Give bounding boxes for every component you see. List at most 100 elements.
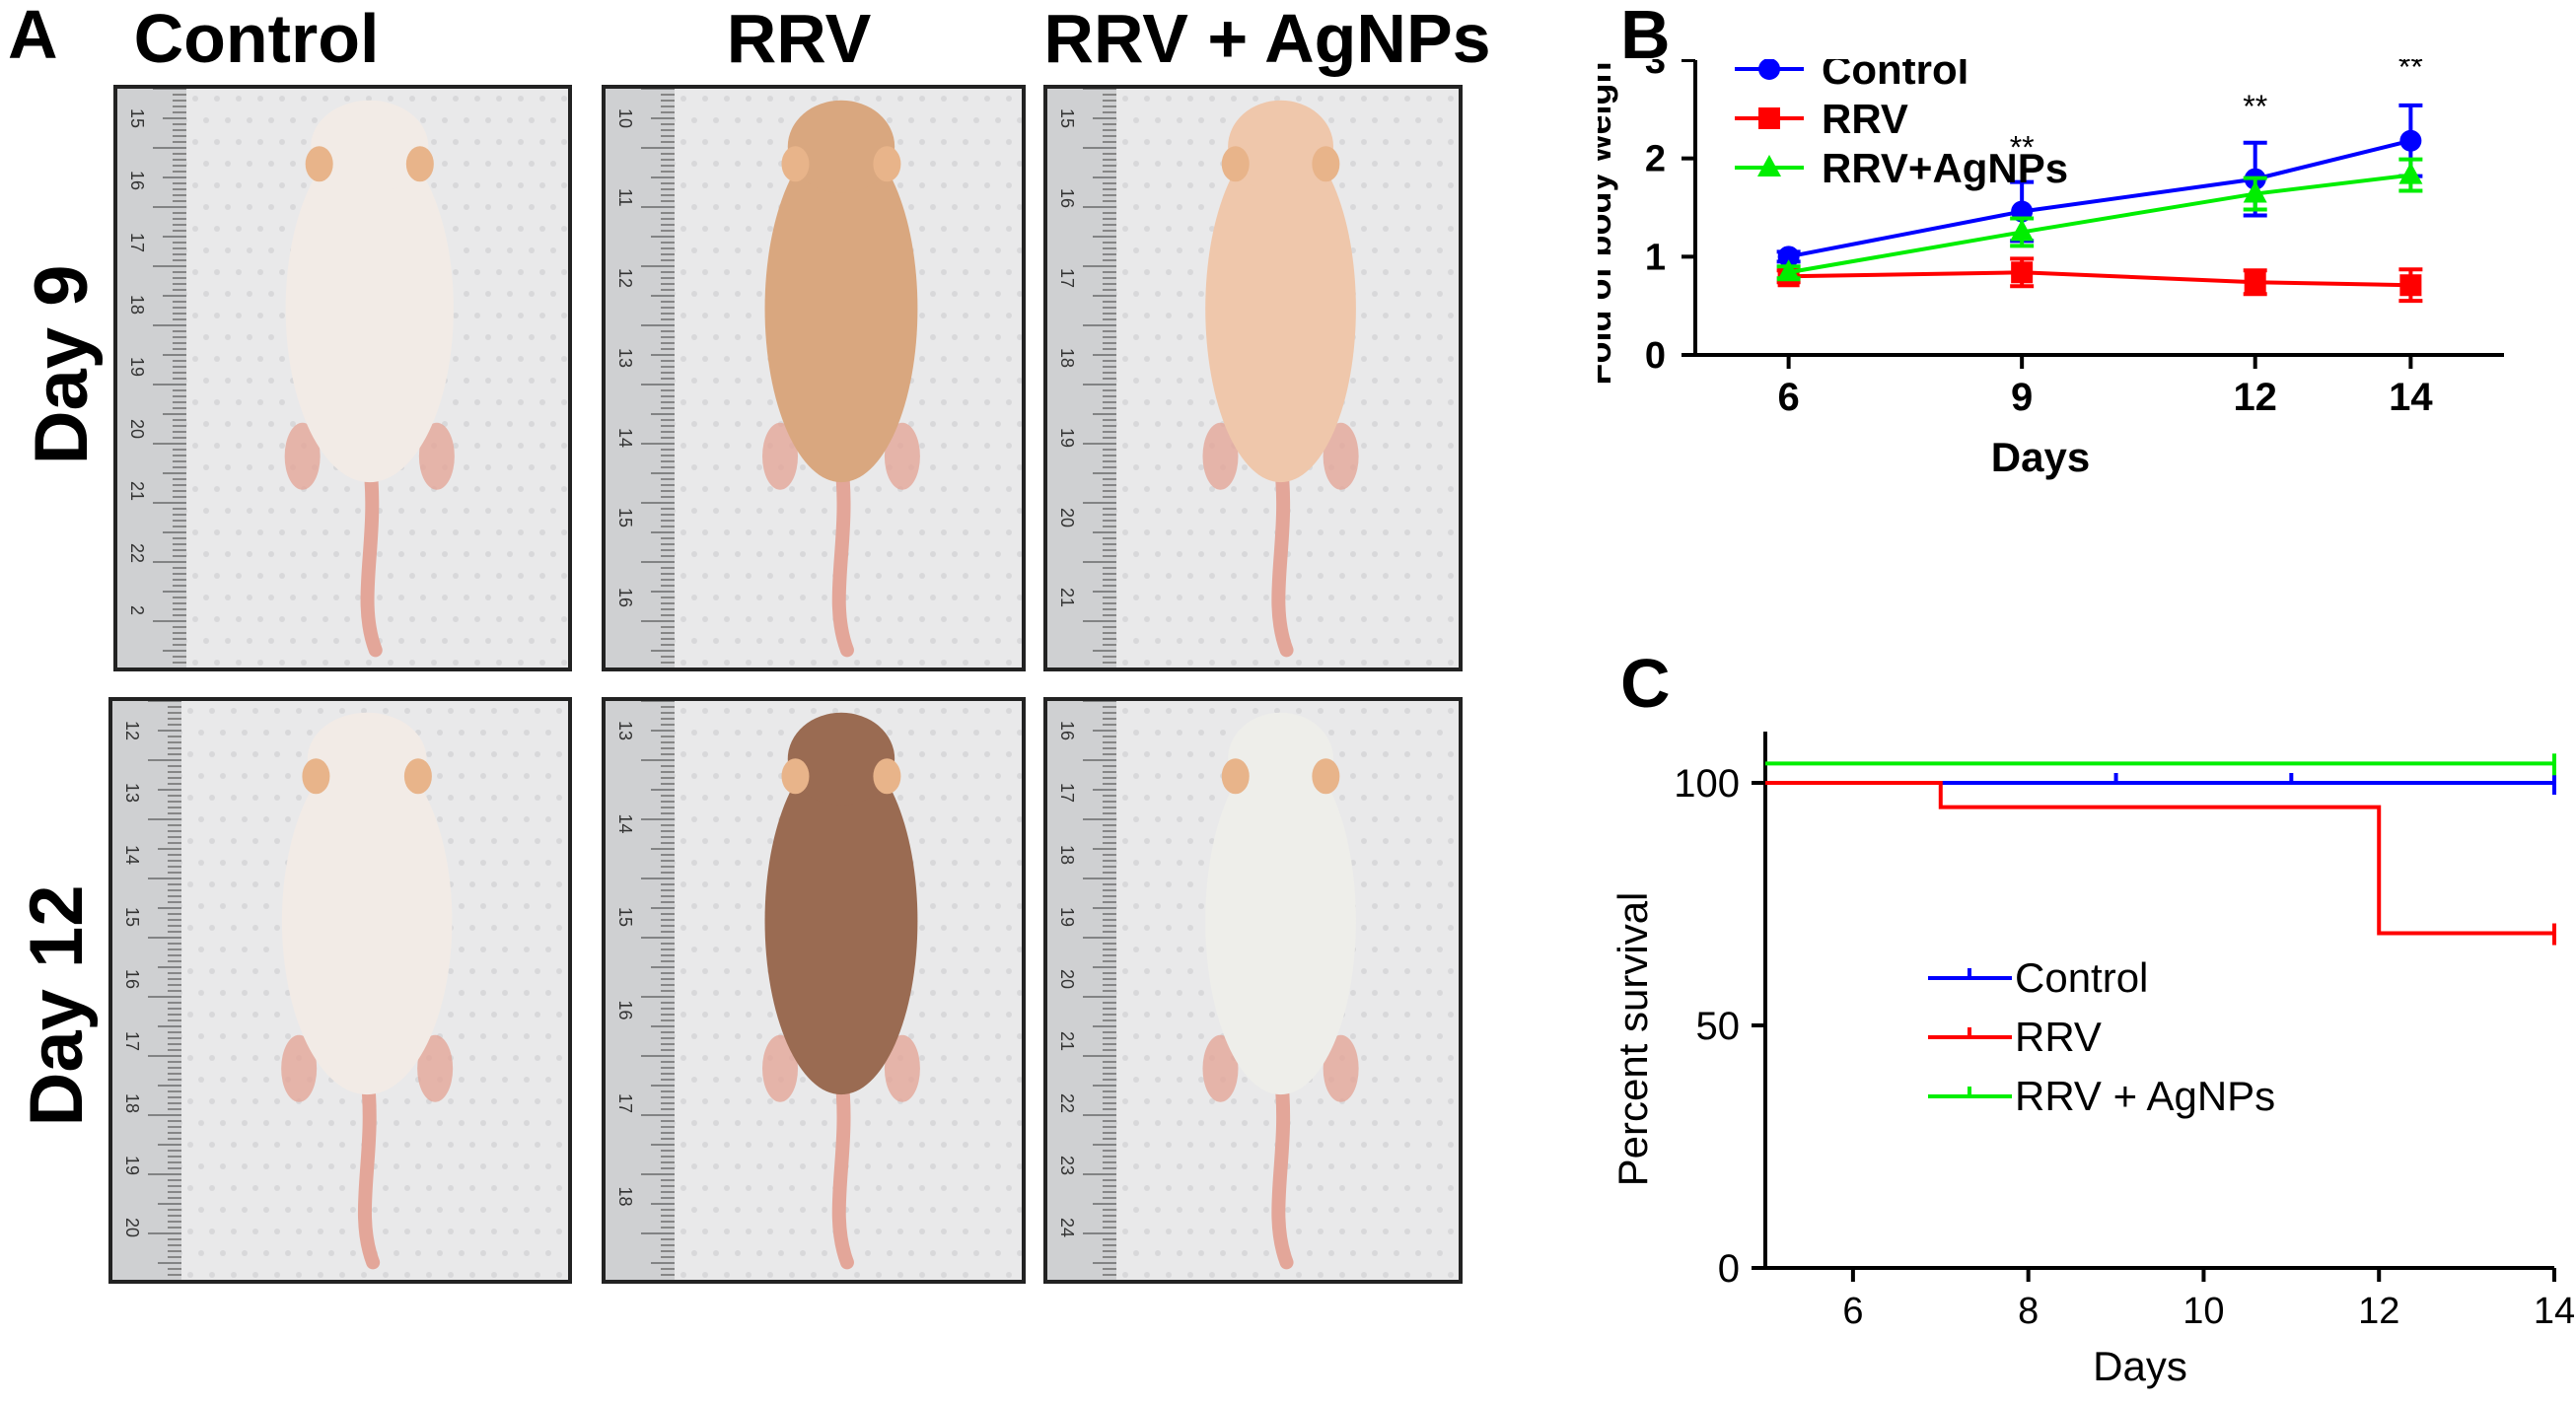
texture-dot [724,399,730,405]
texture-dot [485,204,491,210]
texture-dot [1350,551,1356,557]
texture-dot [431,139,437,145]
texture-dot [756,773,762,779]
texture-dot [1187,968,1193,974]
texture-dot [518,356,524,362]
x-tick-label: 6 [1842,1291,1863,1332]
texture-dot [480,1163,486,1169]
texture-dot [539,313,545,318]
texture-dot [263,1207,269,1213]
texture-dot [480,1207,486,1213]
texture-dot [713,117,719,123]
texture-dot [507,421,513,427]
texture-dot [1177,291,1182,297]
texture-dot [735,816,741,822]
texture-dot [1383,1098,1389,1104]
texture-dot [1372,638,1378,644]
texture-dot [1144,486,1150,492]
texture-dot [822,1207,827,1213]
texture-dot [545,947,551,952]
texture-dot [919,96,925,102]
data-point [2011,261,2034,284]
texture-dot [1144,751,1150,757]
ruler-number: 15 [127,108,147,128]
texture-dot [415,1120,421,1126]
texture-dot [897,1142,903,1148]
texture-dot [550,508,556,514]
texture-dot [513,1098,519,1104]
texture-dot [865,638,871,644]
texture-dot [502,1207,508,1213]
texture-dot [247,161,252,167]
texture-dot [876,1272,882,1278]
texture-dot [198,1163,204,1169]
texture-dot [1187,226,1193,232]
texture-dot [1328,508,1334,514]
texture-dot [464,334,469,340]
texture-dot [203,334,209,340]
texture-dot [1231,1098,1237,1104]
texture-dot [1242,1163,1248,1169]
texture-dot [724,616,730,622]
texture-dot [535,708,540,714]
texture-dot [307,1207,313,1213]
texture-dot [702,751,708,757]
texture-dot [1177,247,1182,253]
texture-dot [225,464,231,470]
texture-dot [952,247,958,253]
texture-dot [767,838,773,844]
texture-dot [995,464,1001,470]
texture-dot [344,660,350,666]
texture-dot [1426,182,1432,188]
texture-dot [778,117,784,123]
texture-dot [322,486,328,492]
texture-dot [502,947,508,952]
texture-dot [680,838,686,844]
texture-dot [431,616,437,622]
texture-dot [724,1185,730,1191]
texture-dot [952,860,958,866]
texture-dot [1394,730,1399,736]
texture-dot [290,421,296,427]
texture-dot [952,1077,958,1083]
texture-dot [973,947,979,952]
texture-dot [1006,443,1012,449]
texture-dot [529,551,535,557]
texture-dot [1339,660,1345,666]
texture-dot [485,595,491,600]
texture-dot [1318,486,1324,492]
texture-dot [1006,1272,1012,1278]
texture-dot [1187,838,1193,844]
texture-dot [1198,551,1204,557]
texture-dot [464,464,469,470]
texture-dot [1426,795,1432,801]
texture-dot [502,1250,508,1256]
texture-dot [941,708,947,714]
texture-dot [995,204,1001,210]
texture-dot [1404,1098,1410,1104]
texture-dot [1372,816,1378,822]
texture-dot [854,660,860,666]
texture-dot [995,1077,1001,1083]
texture-dot [507,464,513,470]
ruler-number: 20 [1057,508,1077,527]
texture-dot [952,1250,958,1256]
texture-dot [746,313,751,318]
ruler-number: 14 [122,845,142,865]
texture-dot [464,247,469,253]
texture-dot [735,773,741,779]
texture-dot [952,1120,958,1126]
texture-dot [691,816,697,822]
texture-dot [1198,378,1204,384]
texture-dot [398,595,404,600]
texture-dot [756,508,762,514]
texture-dot [203,464,209,470]
texture-dot [513,881,519,887]
texture-dot [930,816,936,822]
texture-dot [1426,925,1432,931]
texture-dot [1296,486,1302,492]
texture-dot [426,1185,432,1191]
texture-dot [952,816,958,822]
y-tick-label: 0 [1645,335,1666,377]
texture-dot [1133,1077,1139,1083]
